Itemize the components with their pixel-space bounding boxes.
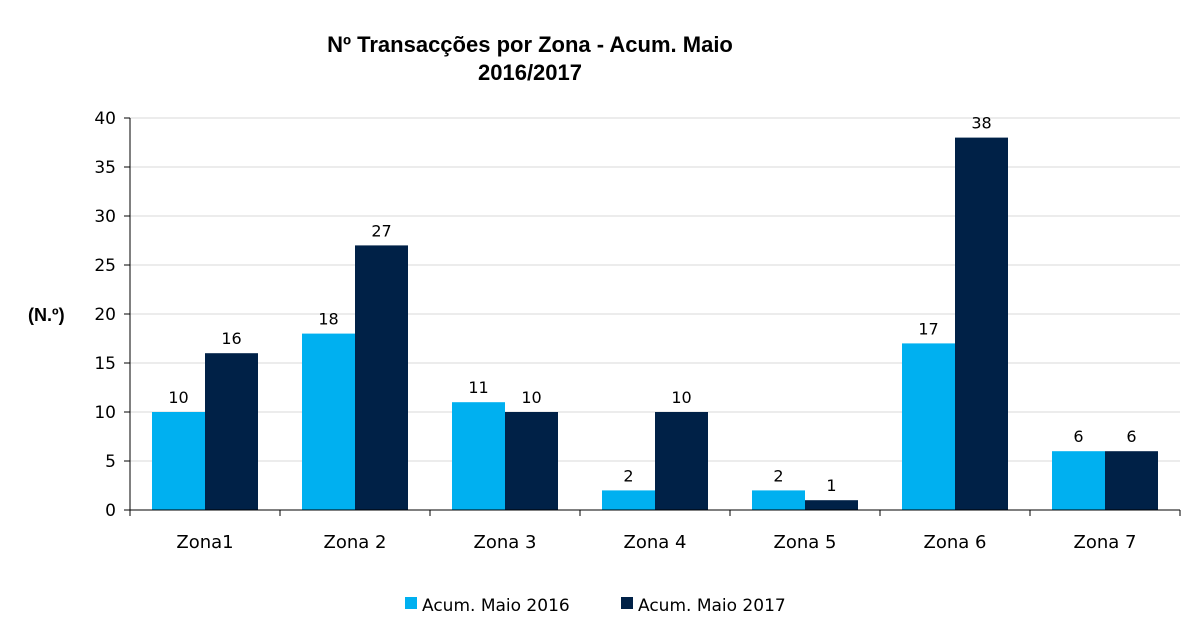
- gridlines: [130, 117, 1180, 462]
- y-tick-label: 25: [94, 256, 116, 276]
- x-tick-label: Zona 4: [624, 532, 687, 553]
- data-label: 16: [221, 329, 241, 348]
- data-label: 18: [318, 310, 338, 329]
- x-tick-label: Zona 6: [924, 532, 987, 553]
- y-tick-label: 30: [94, 207, 116, 227]
- y-axis-label: (N.º): [28, 305, 65, 325]
- bar-2016-zona-1: [152, 412, 205, 510]
- data-label: 6: [1126, 427, 1136, 446]
- bar-2017-zona-2: [355, 245, 408, 510]
- legend-label: Acum. Maio 2016: [422, 596, 570, 616]
- legend-swatch: [405, 597, 417, 609]
- data-label: 2: [773, 466, 783, 485]
- data-label: 17: [918, 319, 938, 338]
- data-label: 6: [1073, 427, 1083, 446]
- bar-2016-zona-6: [902, 343, 955, 510]
- x-tick-label: Zona 2: [324, 532, 387, 553]
- y-tick-label: 20: [94, 305, 116, 325]
- y-axis-ticks: 0 5 10 15 20 25 30 35 40: [94, 109, 130, 521]
- data-label: 11: [468, 378, 488, 397]
- y-tick-label: 10: [94, 403, 116, 423]
- data-label: 10: [168, 388, 188, 407]
- y-tick-label: 5: [105, 452, 116, 472]
- legend-swatch: [621, 597, 633, 609]
- bar-2016-zona-3: [452, 402, 505, 510]
- legend-label: Acum. Maio 2017: [638, 596, 786, 616]
- y-tick-label: 15: [94, 354, 116, 374]
- bars: 10 18 11 2 2 17 6 16 27 10 10 1 38 6: [152, 114, 1158, 510]
- data-label: 2: [623, 466, 633, 485]
- bar-2017-zona-1: [205, 353, 258, 510]
- x-tick-label: Zona 5: [774, 532, 837, 553]
- y-tick-label: 0: [105, 501, 116, 521]
- data-label: 10: [521, 388, 541, 407]
- y-tick-label: 35: [94, 158, 116, 178]
- y-tick-label: 40: [94, 109, 116, 129]
- x-axis-categories: Zona1 Zona 2 Zona 3 Zona 4 Zona 5 Zona 6 Zona …: [176, 532, 1136, 553]
- bar-2016-zona-4: [602, 490, 655, 510]
- bar-2017-zona-3: [505, 412, 558, 510]
- data-label: 38: [971, 114, 991, 133]
- data-label: 1: [826, 476, 836, 495]
- chart-title: Nº Transacções por Zona - Acum. Maio: [327, 32, 733, 57]
- bar-2016-zona-5: [752, 490, 805, 510]
- legend: Acum. Maio 2016 Acum. Maio 2017: [405, 596, 786, 616]
- data-label: 27: [371, 221, 391, 240]
- bar-2017-zona-6: [955, 137, 1008, 510]
- bar-2017-zona-5: [805, 500, 858, 510]
- data-label: 10: [671, 388, 691, 407]
- axes: [129, 118, 1181, 516]
- bar-2016-zona-7: [1052, 451, 1105, 510]
- bar-2016-zona-2: [302, 333, 355, 510]
- bar-2017-zona-4: [655, 412, 708, 510]
- x-tick-label: Zona 7: [1074, 532, 1137, 553]
- x-tick-label: Zona1: [176, 532, 233, 553]
- chart-subtitle: 2016/2017: [478, 60, 582, 85]
- x-tick-label: Zona 3: [474, 532, 537, 553]
- bar-2017-zona-7: [1105, 451, 1158, 510]
